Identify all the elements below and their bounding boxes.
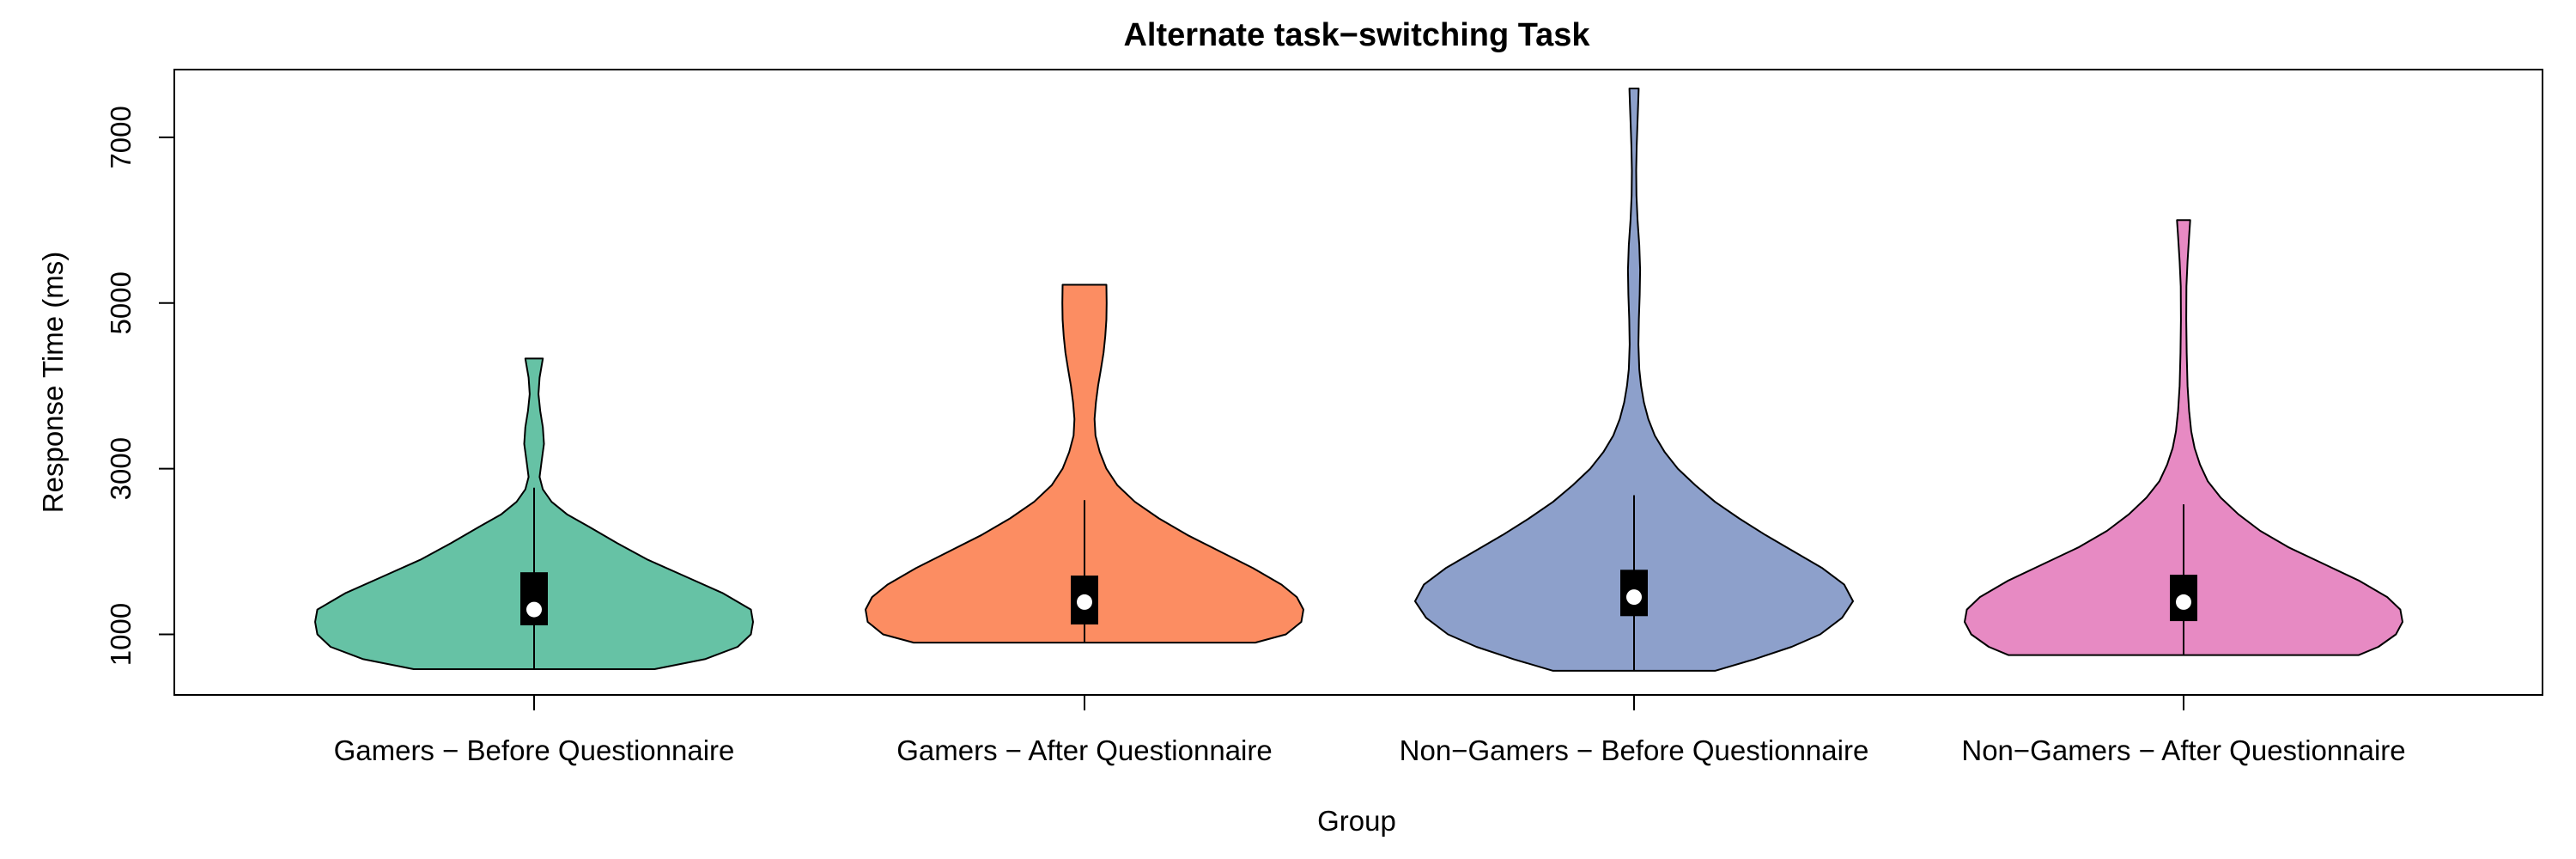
violin-body	[1414, 88, 1854, 672]
x-axis: Gamers − Before Questionnaire Gamers − Af…	[334, 695, 2406, 766]
y-tick-label: 7000	[105, 106, 137, 168]
x-tick-label: Non−Gamers − Before Questionnaire	[1400, 734, 1869, 766]
violin-body	[1964, 219, 2403, 656]
violin-median-point	[2176, 594, 2191, 610]
y-tick-label: 1000	[105, 603, 137, 666]
violin-iqr-box	[520, 572, 548, 625]
x-tick-label: Gamers − Before Questionnaire	[334, 734, 735, 766]
x-tick-label: Non−Gamers − After Questionnaire	[1961, 734, 2405, 766]
violin-median-point	[1077, 594, 1092, 610]
violin-body	[865, 283, 1304, 644]
y-axis: 1000 3000 5000 7000	[105, 106, 175, 666]
chart-title: Alternate task−switching Task	[1123, 17, 1590, 53]
y-axis-title: Response Time (ms)	[37, 252, 69, 513]
x-axis-title: Group	[1317, 805, 1396, 837]
y-tick-label: 3000	[105, 437, 137, 500]
violin-median-point	[1626, 589, 1642, 606]
violin-layer	[314, 88, 2403, 672]
x-tick-label: Gamers − After Questionnaire	[896, 734, 1272, 766]
y-tick-label: 5000	[105, 271, 137, 334]
violin-median-point	[526, 601, 542, 618]
